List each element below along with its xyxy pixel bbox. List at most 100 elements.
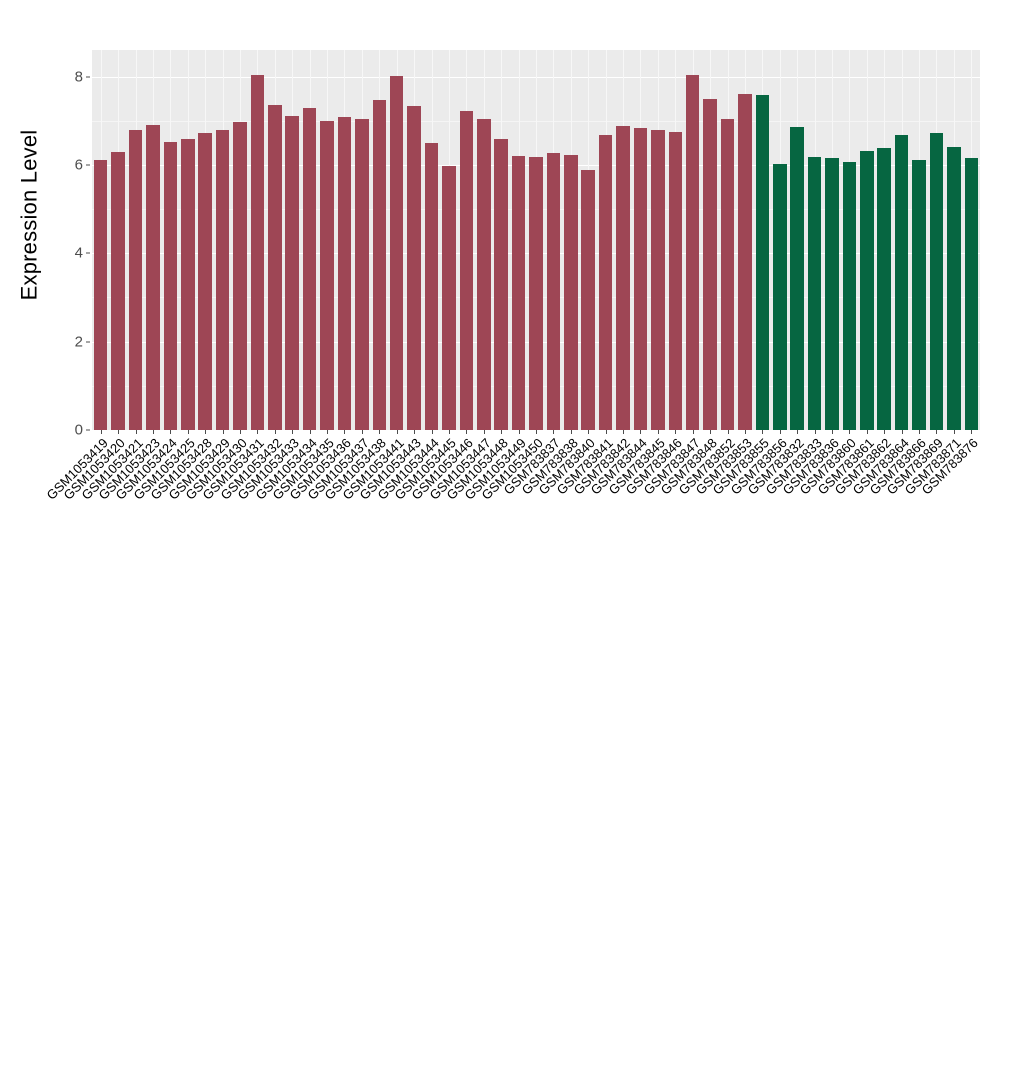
bar <box>964 158 979 430</box>
bar <box>685 75 700 430</box>
bar <box>337 117 352 430</box>
y-tick: 4 <box>75 246 90 261</box>
x-tick-mark <box>379 430 381 434</box>
x-tick-mark <box>884 430 886 434</box>
y-tick-label: 4 <box>74 244 83 262</box>
bar <box>285 116 300 430</box>
bar <box>233 121 247 430</box>
bar <box>407 106 421 430</box>
x-tick-mark <box>205 430 207 434</box>
bar <box>825 158 839 430</box>
bar <box>163 141 178 430</box>
bar <box>877 148 892 430</box>
bar-chart: Expression Level 0 2 4 6 8 GSM1053419 GSM1053… <box>0 0 982 546</box>
x-tick-mark <box>292 430 294 434</box>
x-tick-mark <box>919 430 921 434</box>
y-tick-label: 8 <box>74 68 83 85</box>
y-tick-mark <box>86 341 90 343</box>
bar-series <box>92 50 980 430</box>
bar <box>546 152 561 430</box>
y-tick: 0 <box>75 423 90 438</box>
bar <box>703 98 717 430</box>
x-tick-mark <box>118 430 120 434</box>
bar <box>372 99 387 430</box>
x-tick-mark <box>832 430 833 434</box>
bar <box>738 94 752 430</box>
x-tick-mark <box>866 430 868 434</box>
bar <box>476 119 491 430</box>
x-tick-mark <box>692 430 694 434</box>
y-tick-mark <box>86 252 90 254</box>
bar <box>250 74 265 430</box>
x-tick-mark <box>170 430 172 434</box>
x-tick-mark <box>274 430 276 434</box>
y-axis-title-label: Expression Level <box>16 129 41 301</box>
y-tick-label: 2 <box>74 333 83 351</box>
bar <box>111 151 125 430</box>
x-tick-mark <box>501 430 503 434</box>
x-tick-mark <box>396 430 398 434</box>
bar <box>616 126 630 430</box>
x-tick-mark <box>187 430 189 434</box>
x-tick-mark <box>257 430 259 434</box>
y-axis-title: Expression Level <box>0 0 58 430</box>
x-axis-labels: GSM1053419 GSM1053420 GSM1053421 GSM1053423… <box>43 435 981 546</box>
x-tick-mark <box>553 430 555 434</box>
y-tick-mark <box>86 164 90 166</box>
bar <box>355 118 369 430</box>
bar <box>302 108 317 430</box>
y-axis: 0 2 4 6 8 <box>58 50 90 438</box>
bar <box>529 156 543 430</box>
bar <box>651 129 665 430</box>
bar <box>860 150 874 430</box>
bar <box>633 128 648 430</box>
y-tick: 6 <box>75 157 90 172</box>
x-tick-mark <box>100 430 102 434</box>
bar <box>320 120 334 430</box>
x-tick-mark <box>849 430 851 434</box>
x-tick-mark <box>135 430 137 434</box>
bar <box>146 125 160 430</box>
bar <box>772 164 787 430</box>
plot-panel <box>92 50 980 430</box>
x-tick-mark <box>657 430 659 434</box>
bar <box>93 159 108 430</box>
bar <box>268 104 282 430</box>
bar <box>424 142 439 430</box>
x-tick-mark <box>710 430 712 434</box>
x-tick-mark <box>536 430 537 434</box>
bar <box>581 170 596 430</box>
x-tick-mark <box>623 430 625 434</box>
bar <box>755 95 770 430</box>
bar <box>807 156 822 430</box>
bar <box>128 130 143 430</box>
x-tick-mark <box>309 430 311 434</box>
x-tick-mark <box>936 430 938 434</box>
bar <box>598 134 613 430</box>
bar <box>180 139 195 430</box>
y-tick-label: 6 <box>74 156 83 174</box>
bar <box>215 129 230 430</box>
x-tick-mark <box>953 430 955 434</box>
x-tick-mark <box>483 430 485 434</box>
y-tick-mark <box>86 429 90 431</box>
x-tick-mark <box>431 430 433 434</box>
x-tick-mark <box>518 430 520 434</box>
bar <box>442 165 456 430</box>
bar <box>564 155 578 430</box>
x-axis-ticks <box>92 430 980 435</box>
y-tick: 2 <box>75 334 90 349</box>
x-tick-mark <box>762 430 764 434</box>
bar <box>790 127 804 430</box>
x-tick-mark <box>640 430 642 434</box>
x-tick-mark <box>570 430 572 434</box>
bar <box>842 161 857 430</box>
bar <box>511 156 526 430</box>
x-tick-mark <box>971 430 973 434</box>
x-tick-mark <box>727 430 729 434</box>
x-tick-mark <box>466 430 468 434</box>
x-tick-mark <box>344 430 346 434</box>
x-tick-mark <box>448 430 450 434</box>
y-tick-label: 0 <box>74 421 83 439</box>
x-tick-mark <box>240 430 241 434</box>
